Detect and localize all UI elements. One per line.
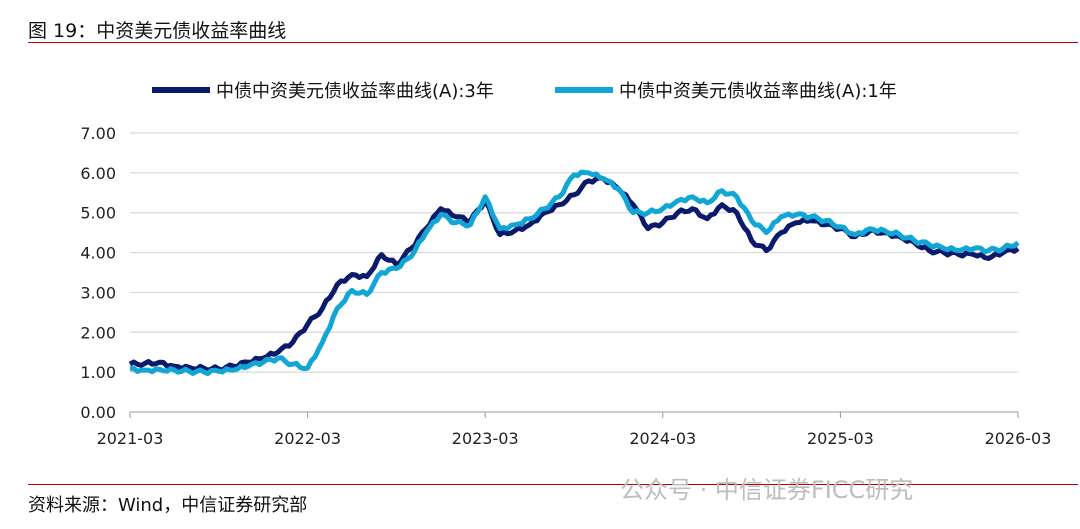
y-tick-label: 3.00 [80,283,116,302]
y-tick-label: 5.00 [80,204,116,223]
bottom-divider [28,484,1078,485]
y-tick-label: 2.00 [80,323,116,342]
y-tick-label: 1.00 [80,363,116,382]
legend-label: 中债中资美元债收益率曲线(A):3年 [216,81,494,102]
y-tick-label: 4.00 [80,244,116,263]
y-tick-label: 6.00 [80,164,116,183]
series-line-3y [128,175,1020,373]
top-divider [28,42,1078,43]
x-tick-label: 2026-03 [985,429,1052,448]
watermark: 公众号 · 中信证券FICC研究 [620,476,914,504]
x-tick-label: 2025-03 [807,429,874,448]
legend-label: 中债中资美元债收益率曲线(A):1年 [619,81,897,102]
y-tick-label: 7.00 [80,124,116,143]
x-tick-label: 2022-03 [274,429,341,448]
y-tick-label: 0.00 [80,403,116,422]
x-tick-label: 2024-03 [629,429,696,448]
figure-title: 图 19：中资美元债收益率曲线 [28,20,287,42]
x-tick-label: 2021-03 [97,429,164,448]
x-tick-label: 2023-03 [452,429,519,448]
series-line-1y [129,169,1020,377]
source-note: 资料来源：Wind，中信证券研究部 [28,495,308,516]
